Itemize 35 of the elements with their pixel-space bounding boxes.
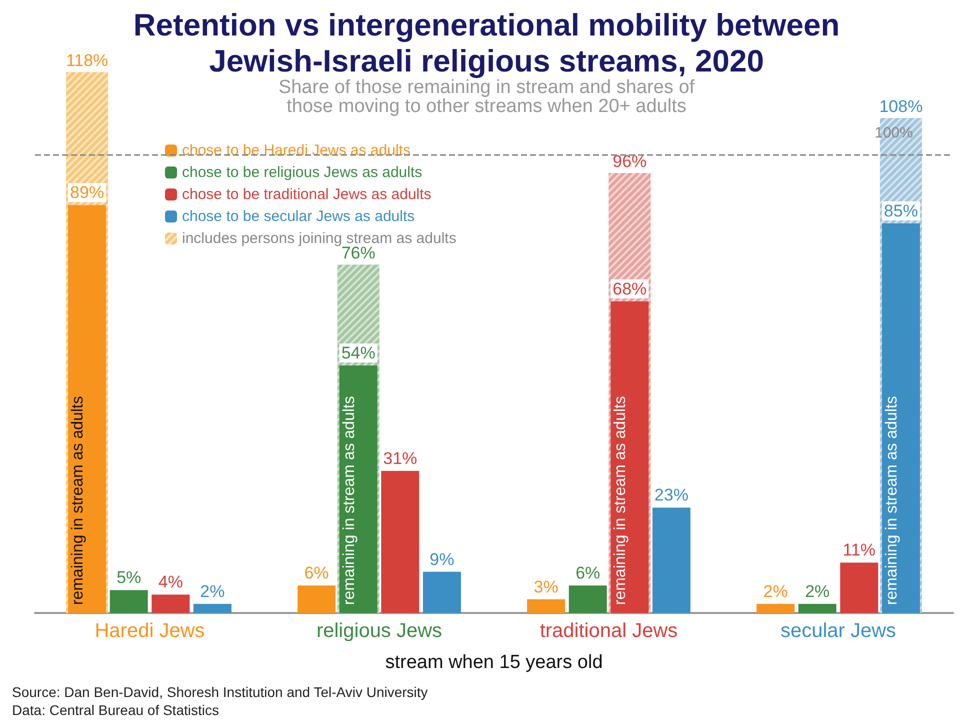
x-tick-label: secular Jews — [780, 620, 896, 642]
data-label: 11% — [842, 540, 876, 560]
data-label: 89% — [70, 183, 104, 202]
data-label: 5% — [116, 568, 142, 588]
annotation: remaining in stream as adults — [612, 396, 630, 605]
data-label: 2% — [805, 582, 830, 601]
text: Share of those remaining in stream and shares of those moving to other streams when 20+ adults — [278, 77, 696, 117]
annotation: remaining in stream as adults — [340, 396, 358, 605]
data-label: 85% — [884, 201, 918, 220]
data-label: 23% — [654, 486, 688, 505]
data-label: 6% — [576, 564, 600, 582]
annotation: remaining in stream as adults — [883, 396, 900, 605]
data-label: 96% — [612, 152, 647, 171]
source-note: Source: Dan Ben-David, Shoresh Institution and Tel-Aviv University — [12, 684, 428, 700]
data-label: 31% — [383, 448, 418, 468]
x-tick-label: religious Jews — [316, 620, 442, 642]
x-axis-title: stream when 15 years old — [385, 652, 603, 673]
x-tick-label: Haredi Jews — [94, 620, 205, 642]
data-label: 4% — [158, 572, 183, 592]
data-label: 68% — [612, 279, 647, 298]
data-label: 118% — [66, 51, 108, 70]
annotation: remaining in stream as adults — [70, 396, 87, 605]
data-label: 3% — [534, 577, 558, 596]
data-label: 2% — [763, 582, 788, 601]
text: Data: Central Bureau of Statistics — [12, 702, 219, 718]
legend-label: chose to be secular Jews as adults — [182, 208, 415, 225]
chart-title: Retention vs intergenerational mobility between Jewish-Israeli religious streams, 2020 — [133, 8, 840, 78]
data-label: 54% — [341, 344, 376, 362]
legend-label: chose to be traditional Jews as adults — [182, 186, 432, 203]
data-label: 6% — [304, 564, 329, 582]
data-label: 108% — [879, 97, 923, 116]
data-label: 2% — [200, 582, 225, 601]
x-tick-label: traditional Jews — [540, 620, 678, 642]
data-label: 9% — [430, 550, 454, 569]
legend-label: chose to be religious Jews as adults — [182, 164, 422, 181]
